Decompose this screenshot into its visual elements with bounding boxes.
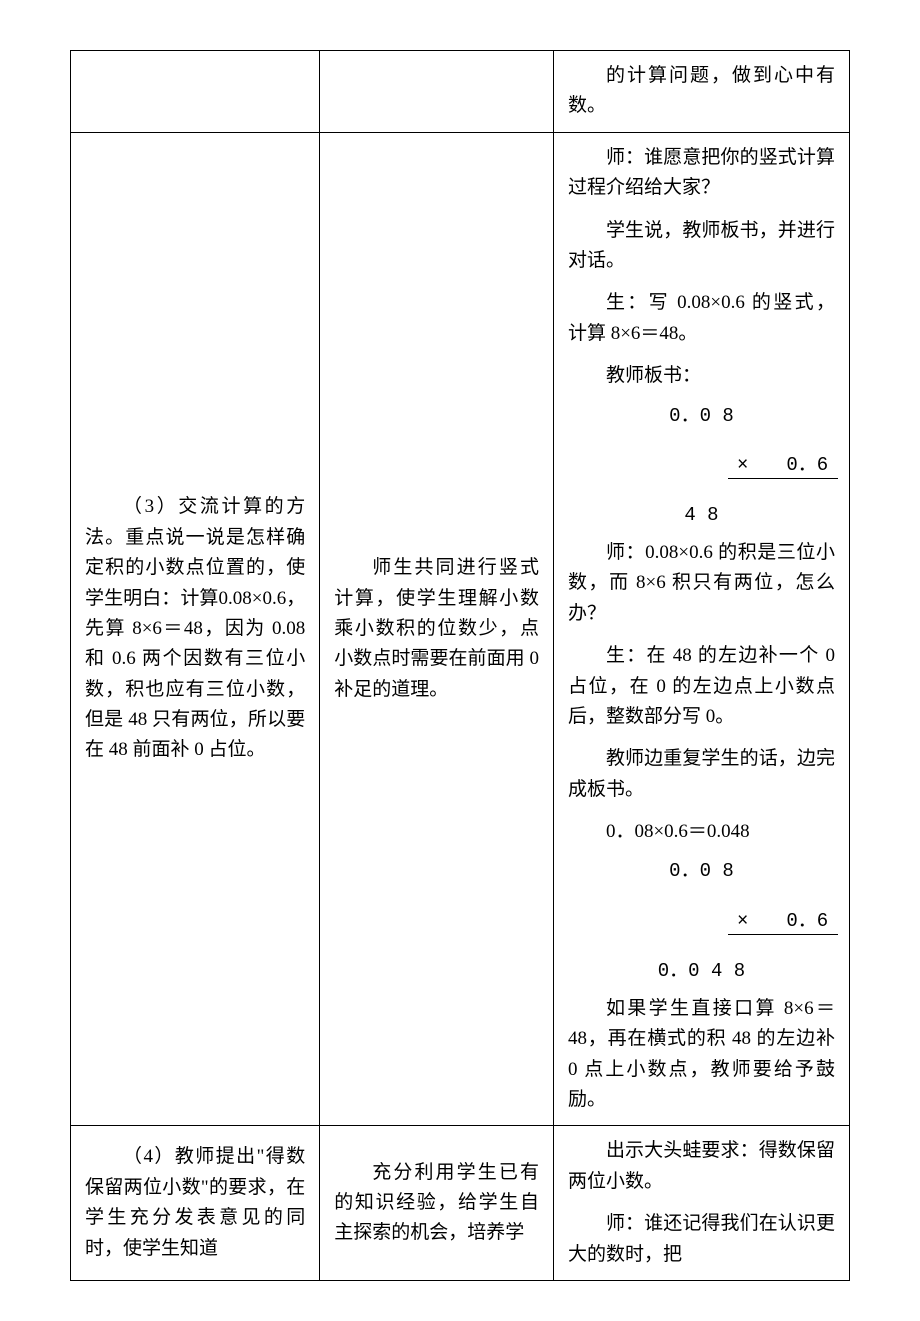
table-row: （3）交流计算的方法。重点说一说是怎样确定积的小数点位置的，使学生明白：计算0.… <box>71 132 850 1126</box>
paragraph: 生：在 48 的左边补一个 0 占位，在 0 的左边点上小数点后，整数部分写 0… <box>568 641 835 732</box>
paragraph: 师：0.08×0.6 的积是三位小数，而 8×6 积只有两位，怎么办？ <box>568 538 835 629</box>
cell-middle <box>320 51 554 133</box>
paragraph: 师生共同进行竖式计算，使学生理解小数乘小数积的位数少，点小数点时需要在前面用 0… <box>334 553 539 705</box>
calc-line: 0．0 8 <box>568 404 835 429</box>
cell-middle: 充分利用学生已有的知识经验，给学生自主探索的机会，培养学 <box>320 1126 554 1281</box>
table-row: （4）教师提出"得数保留两位小数"的要求，在学生充分发表意见的同时，使学生知道 … <box>71 1126 850 1281</box>
cell-right: 出示大头蛙要求：得数保留两位小数。 师：谁还记得我们在认识更大的数时，把 <box>553 1126 849 1281</box>
cell-right: 师：谁愿意把你的竖式计算过程介绍给大家？ 学生说，教师板书，并进行对话。 生：写… <box>553 132 849 1126</box>
cell-right: 的计算问题，做到心中有数。 <box>553 51 849 133</box>
cell-left <box>71 51 320 133</box>
calc-underline: × 0．6 <box>728 909 838 935</box>
vertical-calculation-2: 0．0 8 × 0．6 0．0 4 8 <box>568 859 835 983</box>
document-page: 的计算问题，做到心中有数。 （3）交流计算的方法。重点说一说是怎样确定积的小数点… <box>0 0 920 1321</box>
lesson-plan-table: 的计算问题，做到心中有数。 （3）交流计算的方法。重点说一说是怎样确定积的小数点… <box>70 50 850 1281</box>
cell-left: （3）交流计算的方法。重点说一说是怎样确定积的小数点位置的，使学生明白：计算0.… <box>71 132 320 1126</box>
vertical-calculation-1: 0．0 8 × 0．6 4 8 <box>568 404 835 528</box>
calc-line: 4 8 <box>568 503 835 528</box>
table-row: 的计算问题，做到心中有数。 <box>71 51 850 133</box>
paragraph: （3）交流计算的方法。重点说一说是怎样确定积的小数点位置的，使学生明白：计算0.… <box>85 492 305 766</box>
cell-left: （4）教师提出"得数保留两位小数"的要求，在学生充分发表意见的同时，使学生知道 <box>71 1126 320 1281</box>
calc-line: × 0．6 <box>568 428 835 503</box>
paragraph: 生：写 0.08×0.6 的竖式，计算 8×6＝48。 <box>568 288 835 349</box>
paragraph: 如果学生直接口算 8×6＝48，再在横式的积 48 的左边补 0 点上小数点，教… <box>568 994 835 1116</box>
paragraph: （4）教师提出"得数保留两位小数"的要求，在学生充分发表意见的同时，使学生知道 <box>85 1142 305 1264</box>
paragraph: 师：谁还记得我们在认识更大的数时，把 <box>568 1209 835 1270</box>
paragraph: 教师板书： <box>568 361 835 391</box>
calc-line: 0．0 4 8 <box>568 959 835 984</box>
paragraph: 0．08×0.6＝0.048 <box>568 817 835 847</box>
paragraph: 出示大头蛙要求：得数保留两位小数。 <box>568 1136 835 1197</box>
paragraph: 的计算问题，做到心中有数。 <box>568 61 835 122</box>
calc-line: 0．0 8 <box>568 859 835 884</box>
paragraph: 学生说，教师板书，并进行对话。 <box>568 216 835 277</box>
calc-line: × 0．6 <box>568 884 835 959</box>
calc-underline: × 0．6 <box>728 453 838 479</box>
paragraph: 充分利用学生已有的知识经验，给学生自主探索的机会，培养学 <box>334 1158 539 1249</box>
paragraph: 师：谁愿意把你的竖式计算过程介绍给大家？ <box>568 143 835 204</box>
paragraph: 教师边重复学生的话，边完成板书。 <box>568 744 835 805</box>
cell-middle: 师生共同进行竖式计算，使学生理解小数乘小数积的位数少，点小数点时需要在前面用 0… <box>320 132 554 1126</box>
